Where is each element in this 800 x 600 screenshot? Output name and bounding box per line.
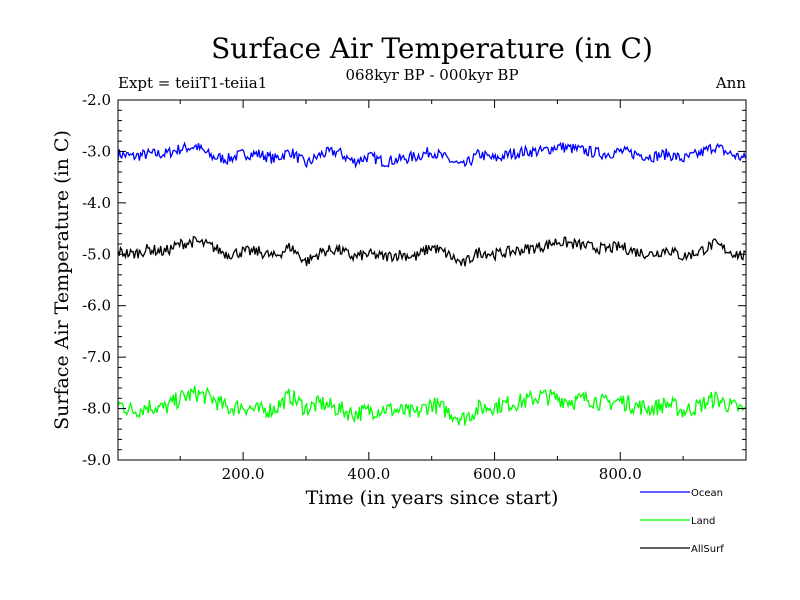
y-tick-label: -3.0 bbox=[82, 142, 111, 160]
legend-label-ocean: Ocean bbox=[691, 488, 723, 499]
chart-subtitle: 068kyr BP - 000kyr BP bbox=[345, 66, 518, 84]
legend-label-allsurf: AllSurf bbox=[691, 544, 724, 555]
y-tick-label: -7.0 bbox=[82, 348, 111, 366]
y-tick-label: -5.0 bbox=[82, 245, 111, 263]
legend: Ocean Land AllSurf bbox=[640, 488, 724, 555]
experiment-label: Expt = teiiT1-teiia1 bbox=[118, 74, 267, 92]
series-line-ocean bbox=[117, 141, 747, 169]
series-line-land bbox=[117, 385, 746, 426]
x-tick-label: 200.0 bbox=[222, 465, 265, 483]
y-tick-label: -2.0 bbox=[82, 91, 111, 109]
axis-layer: 200.0 400.0 600.0 800.0 -2.0 -3.0 -4.0 -5.0 -6.0… bbox=[82, 91, 746, 483]
y-tick-label: -4.0 bbox=[82, 194, 111, 212]
x-tick-label: 800.0 bbox=[599, 465, 642, 483]
y-tick-label: -6.0 bbox=[82, 297, 111, 315]
y-tick-label: -8.0 bbox=[82, 400, 111, 418]
y-axis-label: Surface Air Temperature (in C) bbox=[51, 130, 73, 430]
series-layer bbox=[117, 141, 747, 426]
chart-title: Surface Air Temperature (in C) bbox=[211, 32, 653, 65]
x-tick-label: 600.0 bbox=[473, 465, 516, 483]
legend-label-land: Land bbox=[691, 516, 715, 527]
season-label: Ann bbox=[715, 74, 746, 92]
x-tick-label: 400.0 bbox=[347, 465, 390, 483]
x-axis-label: Time (in years since start) bbox=[306, 487, 559, 509]
series-line-allsurf bbox=[117, 235, 746, 267]
y-tick-label: -9.0 bbox=[82, 451, 111, 469]
